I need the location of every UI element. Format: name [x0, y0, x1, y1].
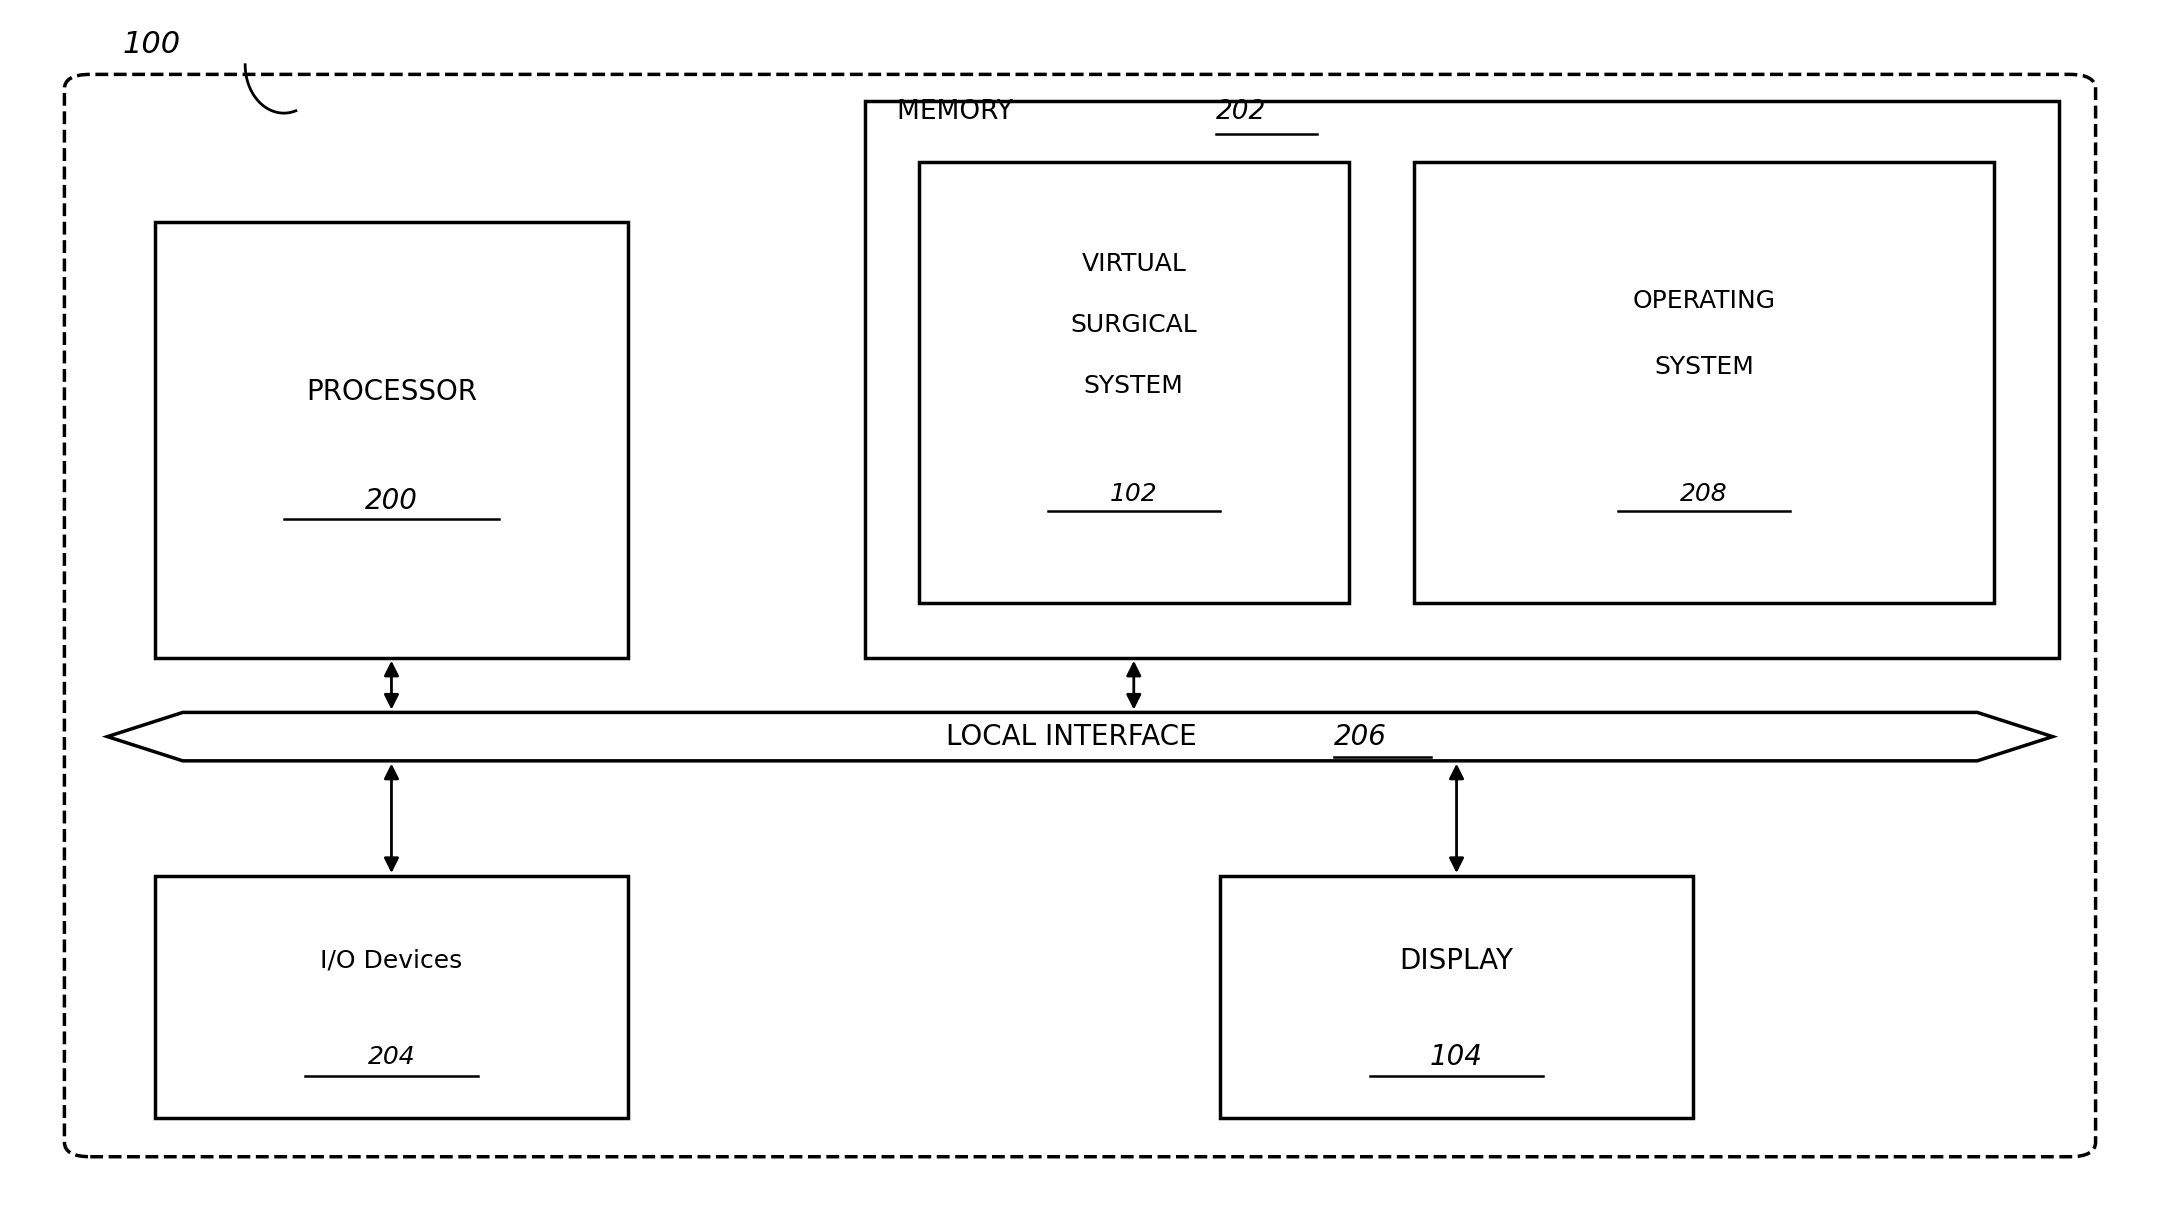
Text: DISPLAY: DISPLAY — [1400, 947, 1514, 975]
Text: VIRTUAL: VIRTUAL — [1082, 252, 1186, 277]
Text: SYSTEM: SYSTEM — [1084, 373, 1184, 397]
Text: SURGICAL: SURGICAL — [1071, 313, 1197, 336]
FancyBboxPatch shape — [156, 222, 629, 658]
Text: 202: 202 — [1216, 99, 1266, 126]
FancyBboxPatch shape — [156, 875, 629, 1118]
Text: 204: 204 — [367, 1046, 415, 1069]
Text: 208: 208 — [1680, 483, 1728, 506]
Text: SYSTEM: SYSTEM — [1655, 356, 1754, 379]
Text: PROCESSOR: PROCESSOR — [307, 378, 477, 406]
FancyBboxPatch shape — [864, 101, 2058, 658]
Text: OPERATING: OPERATING — [1633, 289, 1776, 313]
FancyBboxPatch shape — [1220, 875, 1693, 1118]
Text: 200: 200 — [365, 486, 417, 514]
Polygon shape — [108, 712, 2052, 761]
Text: 100: 100 — [123, 29, 181, 59]
FancyBboxPatch shape — [1413, 162, 1994, 603]
Text: LOCAL INTERFACE: LOCAL INTERFACE — [946, 723, 1214, 751]
Text: 206: 206 — [1335, 723, 1387, 751]
FancyBboxPatch shape — [918, 162, 1350, 603]
Text: I/O Devices: I/O Devices — [320, 948, 462, 973]
Text: 102: 102 — [1110, 483, 1158, 506]
Text: MEMORY: MEMORY — [896, 99, 1030, 126]
Text: 104: 104 — [1430, 1043, 1484, 1072]
FancyBboxPatch shape — [65, 74, 2095, 1157]
